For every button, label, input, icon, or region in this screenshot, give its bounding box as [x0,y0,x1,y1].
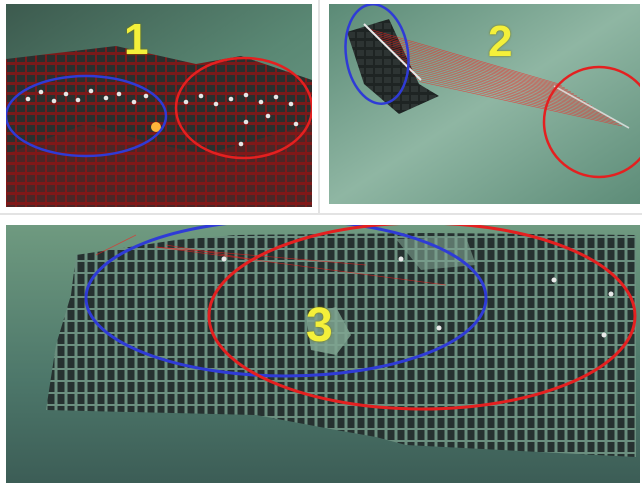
red-region-circle [207,225,637,411]
grid-strip [347,19,439,114]
panel-divider-horizontal [0,213,642,215]
blue-region-circle [84,225,488,378]
blue-region-circle [344,4,410,105]
simulation-panel-3 [6,225,640,483]
panel-3-scene [6,225,640,483]
red-region-circle [174,56,312,160]
simulation-panel-2 [329,4,640,204]
panel-divider-vertical [318,0,320,213]
panel-label-2: 2 [488,17,513,66]
robot-swarm [25,88,299,147]
panel-2-scene [329,4,640,204]
simulation-panel-1 [6,4,312,207]
panel-label-3: 3 [306,299,333,352]
panel-label-1: 1 [124,15,149,64]
blue-region-circle [6,74,168,158]
swarm-leader [151,122,161,132]
panel-1-scene [6,4,312,207]
robot-swarm [221,256,614,338]
laser-links [368,28,623,127]
red-region-circle [542,65,640,179]
